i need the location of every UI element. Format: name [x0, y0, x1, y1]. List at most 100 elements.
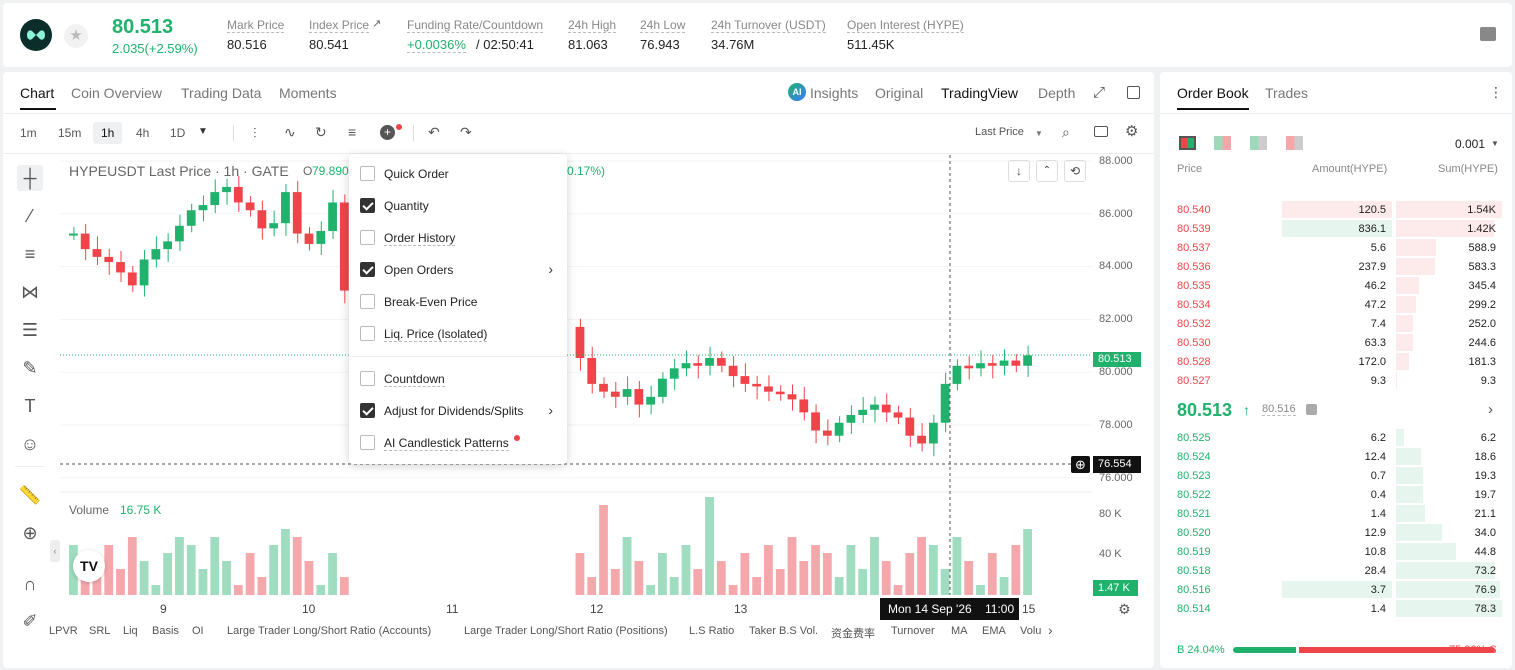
interval-15m[interactable]: 15m	[58, 126, 82, 140]
indicator-tab[interactable]: Taker B.S Vol.	[749, 625, 819, 637]
replay-icon[interactable]: ↻	[315, 124, 327, 140]
interval-dropdown-icon[interactable]: ▼	[198, 126, 208, 137]
add-indicator-icon[interactable]: +	[380, 125, 395, 140]
interval-1h[interactable]: 1h	[93, 122, 123, 144]
window-icon[interactable]	[1127, 86, 1140, 99]
indicator-tab[interactable]: Large Trader Long/Short Ratio (Accounts)	[227, 625, 432, 637]
interval-4h[interactable]: 4h	[136, 126, 150, 140]
brush-icon[interactable]: ✎	[22, 358, 38, 378]
view-tab-1[interactable]: Original	[875, 85, 924, 101]
orderbook-row[interactable]: 80.537 5.6 588.9	[1164, 239, 1508, 258]
orderbook-row[interactable]: 80.516 3.7 76.9	[1164, 581, 1508, 600]
channel-icon[interactable]: ≡	[24, 244, 36, 264]
precision-select[interactable]: 0.001	[1455, 137, 1486, 151]
notes-icon[interactable]	[1480, 27, 1496, 41]
indicator-tab[interactable]: EMA	[982, 625, 1006, 637]
menu-checkbox[interactable]	[360, 371, 375, 386]
menu-checkbox[interactable]	[360, 403, 375, 418]
axis-settings-icon[interactable]: ⚙	[1118, 601, 1131, 617]
chart-tab-0[interactable]: Chart	[20, 85, 55, 101]
indicator-tab[interactable]: Liq	[123, 625, 138, 637]
orderbook-row[interactable]: 80.532 7.4 252.0	[1164, 315, 1508, 334]
indicator-icon[interactable]: ∿	[284, 124, 296, 140]
candlestick-chart[interactable]	[60, 155, 1092, 595]
menu-checkbox[interactable]	[360, 166, 375, 181]
indicator-tab[interactable]: LPVR	[49, 625, 78, 637]
orderbook-row[interactable]: 80.521 1.4 21.1	[1164, 505, 1508, 524]
menu-item[interactable]: Countdown	[349, 364, 567, 394]
orderbook-row[interactable]: 80.523 0.7 19.3	[1164, 467, 1508, 486]
view-both-icon[interactable]	[1179, 136, 1196, 150]
zoom-in-icon[interactable]: ⊕	[22, 523, 38, 543]
tab-trades[interactable]: Trades	[1265, 85, 1309, 101]
fib-icon[interactable]: ☰	[21, 320, 39, 340]
indicator-tab[interactable]: Basis	[152, 625, 179, 637]
orderbook-row[interactable]: 80.527 9.3 9.3	[1164, 372, 1508, 391]
view-tab-3[interactable]: Depth	[1038, 85, 1076, 101]
indicator-tab[interactable]: L.S Ratio	[689, 625, 735, 637]
menu-checkbox[interactable]	[360, 230, 375, 245]
indicator-tab[interactable]: Volu	[1020, 625, 1042, 637]
settings-gear-icon[interactable]: ⚙	[1125, 123, 1139, 140]
menu-item[interactable]: Order History	[349, 223, 567, 253]
crosshair-add-icon[interactable]: ⊕	[1071, 456, 1090, 473]
menu-item[interactable]: Quick Order	[349, 159, 567, 189]
menu-checkbox[interactable]	[360, 294, 375, 309]
indicator-tab[interactable]: Turnover	[891, 625, 935, 637]
view-tab-2[interactable]: TradingView	[941, 85, 1019, 101]
orderbook-row[interactable]: 80.522 0.4 19.7	[1164, 486, 1508, 505]
orderbook-row[interactable]: 80.539 836.1 1.42K	[1164, 220, 1508, 239]
more-options-icon[interactable]: ⋮	[1489, 84, 1503, 100]
indicator-tab[interactable]: Large Trader Long/Short Ratio (Positions…	[464, 625, 668, 637]
menu-item[interactable]: AI Candlestick Patterns	[349, 428, 567, 458]
interval-1D[interactable]: 1D	[170, 126, 186, 140]
tab-order-book[interactable]: Order Book	[1177, 85, 1249, 101]
interval-1m[interactable]: 1m	[20, 126, 37, 140]
menu-checkbox[interactable]	[360, 326, 375, 341]
menu-checkbox[interactable]	[360, 435, 375, 450]
pattern-icon[interactable]: ⋈	[21, 282, 39, 302]
menu-item[interactable]: Open Orders ›	[349, 255, 567, 285]
price-type-select[interactable]: Last Price	[975, 126, 1024, 138]
pencil-lock-icon[interactable]: ✐	[22, 611, 38, 631]
crosshair-icon[interactable]: ┼	[17, 165, 43, 191]
favorite-star-icon[interactable]: ★	[64, 24, 88, 48]
trend-line-icon[interactable]: ⁄	[28, 206, 32, 226]
orderbook-row[interactable]: 80.520 12.9 34.0	[1164, 524, 1508, 543]
orderbook-row[interactable]: 80.540 120.5 1.54K	[1164, 201, 1508, 220]
indicators-next-icon[interactable]: ›	[1048, 622, 1053, 638]
view-tab-0[interactable]: Insights	[810, 85, 859, 101]
orderbook-row[interactable]: 80.534 47.2 299.2	[1164, 296, 1508, 315]
index-price-link-icon[interactable]: ↗	[372, 18, 382, 30]
emoji-icon[interactable]: ☺	[20, 434, 40, 454]
chart-tab-2[interactable]: Trading Data	[181, 85, 262, 101]
indicator-tab[interactable]: MA	[951, 625, 968, 637]
orderbook-row[interactable]: 80.530 63.3 244.6	[1164, 334, 1508, 353]
collapse-icon[interactable]: ⌃	[1036, 160, 1058, 182]
view-asks-icon[interactable]	[1286, 136, 1303, 150]
orderbook-row[interactable]: 80.535 46.2 345.4	[1164, 277, 1508, 296]
collapse-toolbar-icon[interactable]: ‹	[50, 540, 60, 562]
template-icon[interactable]: ≡	[348, 124, 357, 140]
orderbook-row[interactable]: 80.519 10.8 44.8	[1164, 543, 1508, 562]
candle-type-icon[interactable]: ⫶	[253, 125, 257, 141]
indicator-tab[interactable]: OI	[192, 625, 204, 637]
orderbook-row[interactable]: 80.536 237.9 583.3	[1164, 258, 1508, 277]
magnet-icon[interactable]: ∩	[23, 574, 37, 594]
text-tool-icon[interactable]: T	[24, 396, 36, 416]
orderbook-row[interactable]: 80.524 12.4 18.6	[1164, 448, 1508, 467]
mid-expand-icon[interactable]: ›	[1488, 401, 1493, 418]
ruler-icon[interactable]: 📏	[18, 485, 42, 505]
search-icon[interactable]: ⌕	[1062, 124, 1070, 140]
menu-checkbox[interactable]	[360, 262, 375, 277]
menu-item[interactable]: Liq. Price (Isolated)	[349, 319, 567, 349]
view-bids-icon[interactable]	[1250, 136, 1267, 150]
chart-tab-1[interactable]: Coin Overview	[71, 85, 163, 101]
orderbook-row[interactable]: 80.528 172.0 181.3	[1164, 353, 1508, 372]
chart-tab-3[interactable]: Moments	[279, 85, 337, 101]
undo-icon[interactable]: ↶	[428, 124, 440, 140]
orderbook-row[interactable]: 80.518 28.4 73.2	[1164, 562, 1508, 581]
menu-item[interactable]: Quantity	[349, 191, 567, 221]
redo-icon[interactable]: ↷	[460, 124, 472, 140]
orderbook-row[interactable]: 80.525 6.2 6.2	[1164, 429, 1508, 448]
